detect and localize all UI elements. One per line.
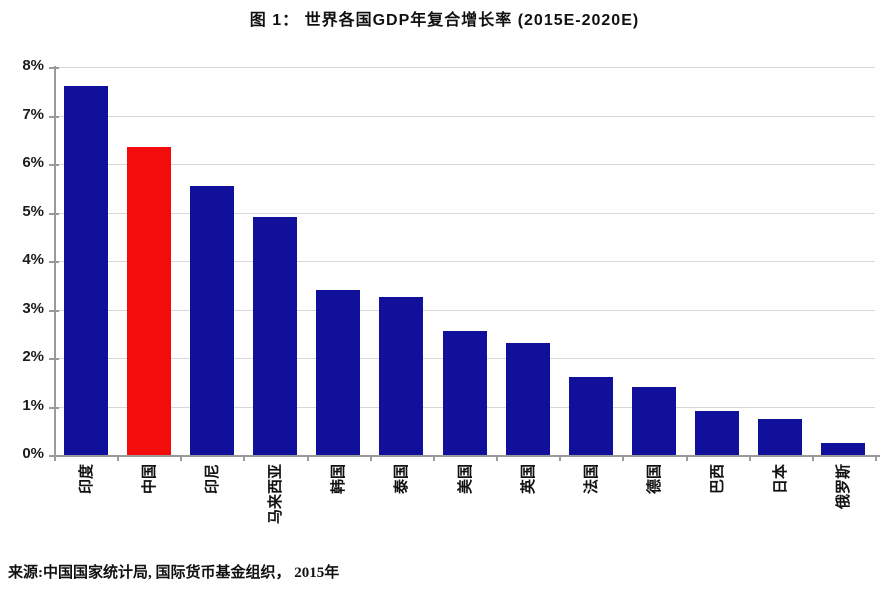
bar-china [127,147,171,455]
bar-uk [506,343,550,455]
x-axis-category-label-russia: 俄罗斯 [835,464,852,510]
bar-thailand [379,297,423,455]
y-axis-tick [49,407,59,409]
y-axis-tick [49,213,59,215]
x-axis-tick [812,455,814,461]
x-axis-category-label-thailand: 泰国 [393,464,410,495]
x-axis-category-label-usa: 美国 [457,464,474,495]
x-axis-line [49,455,880,457]
bar-brazil [695,411,739,455]
x-axis-tick [307,455,309,461]
y-axis-tick [49,261,59,263]
source-note: 来源:中国国家统计局, 国际货币基金组织， 2015年 [8,565,340,581]
x-axis-tick [370,455,372,461]
y-axis-tick-label: 4% [22,251,44,268]
gridline [54,116,875,117]
gridline [54,261,875,262]
y-axis-tick-label: 8% [22,57,44,74]
bar-south-korea [316,290,360,455]
y-axis-tick-label: 2% [22,348,44,365]
y-axis-tick [49,310,59,312]
x-axis-tick [496,455,498,461]
y-axis-tick [49,116,59,118]
gridline [54,67,875,68]
x-axis-category-label-india: 印度 [78,464,95,495]
x-axis-category-label-brazil: 巴西 [709,464,726,495]
x-axis-category-label-japan: 日本 [772,464,789,495]
x-axis-category-label-china: 中国 [141,464,158,495]
x-axis-tick [54,455,56,461]
bar-france [569,377,613,455]
gridline [54,213,875,214]
x-axis-tick [686,455,688,461]
y-axis-tick-label: 7% [22,106,44,123]
bar-indonesia [190,186,234,455]
bar-japan [758,419,802,455]
y-axis-tick [49,358,59,360]
x-axis-category-label-germany: 德国 [646,464,663,495]
x-axis-tick [559,455,561,461]
x-axis-category-label-malaysia: 马来西亚 [267,464,284,525]
bar-germany [632,387,676,455]
x-axis-category-label-indonesia: 印尼 [204,464,221,495]
x-axis-tick [622,455,624,461]
x-axis-tick [875,455,877,461]
chart-title: 图 1： 世界各国GDP年复合增长率 (2015E-2020E) [249,12,640,29]
x-axis-tick [243,455,245,461]
x-axis-tick [117,455,119,461]
x-axis-tick [180,455,182,461]
bar-india [64,86,108,455]
bar-malaysia [253,217,297,455]
x-axis-category-label-south-korea: 韩国 [330,464,347,495]
x-axis-category-label-france: 法国 [583,464,600,495]
bar-russia [821,443,865,455]
y-axis-tick [49,164,59,166]
bar-usa [443,331,487,455]
x-axis-tick [749,455,751,461]
y-axis-tick-label: 0% [22,445,44,462]
x-axis-tick [433,455,435,461]
y-axis-tick [49,67,59,69]
gridline [54,310,875,311]
gridline [54,164,875,165]
y-axis-tick-label: 5% [22,203,44,220]
y-axis-tick-label: 1% [22,397,44,414]
y-axis-tick-label: 3% [22,300,44,317]
x-axis-category-label-uk: 英国 [520,464,537,495]
y-axis-tick-label: 6% [22,154,44,171]
